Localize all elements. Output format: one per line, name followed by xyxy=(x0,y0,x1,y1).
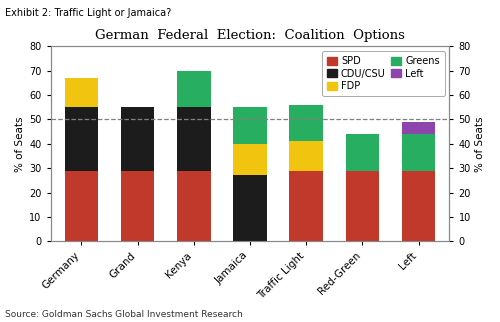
Bar xyxy=(346,171,379,241)
Bar xyxy=(233,107,267,144)
Bar xyxy=(121,107,154,171)
Bar xyxy=(402,122,436,134)
Bar xyxy=(290,141,323,171)
Bar xyxy=(177,171,210,241)
Y-axis label: % of Seats: % of Seats xyxy=(15,116,25,172)
Title: German  Federal  Election:  Coalition  Options: German Federal Election: Coalition Optio… xyxy=(95,30,405,43)
Text: Source: Goldman Sachs Global Investment Research: Source: Goldman Sachs Global Investment … xyxy=(5,310,243,319)
Bar xyxy=(177,71,210,107)
Bar xyxy=(290,171,323,241)
Bar xyxy=(233,175,267,241)
Bar xyxy=(177,107,210,171)
Bar xyxy=(402,171,436,241)
Bar xyxy=(64,107,98,171)
Bar xyxy=(64,171,98,241)
Bar xyxy=(290,105,323,141)
Bar xyxy=(121,171,154,241)
Y-axis label: % of Seats: % of Seats xyxy=(475,116,485,172)
Legend: SPD, CDU/CSU, FDP, Greens, Left: SPD, CDU/CSU, FDP, Greens, Left xyxy=(322,51,444,96)
Bar xyxy=(346,134,379,171)
Bar xyxy=(233,144,267,175)
Bar xyxy=(402,134,436,171)
Text: Exhibit 2: Traffic Light or Jamaica?: Exhibit 2: Traffic Light or Jamaica? xyxy=(5,8,171,18)
Bar xyxy=(64,78,98,107)
